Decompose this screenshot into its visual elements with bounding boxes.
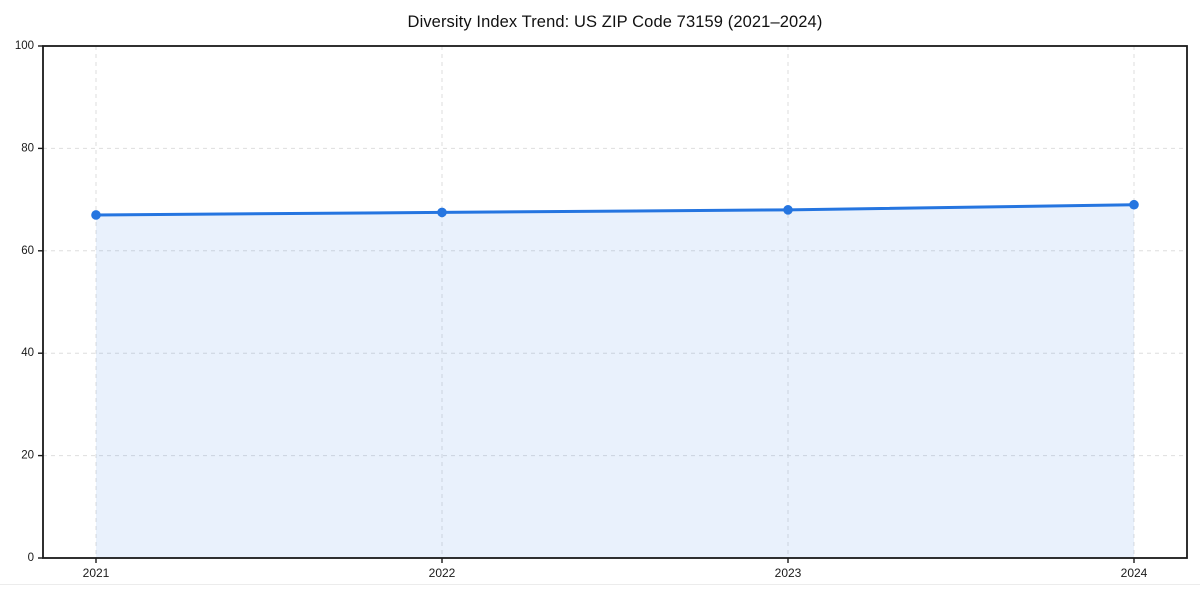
data-point-marker [783,205,793,215]
data-point-marker [91,210,101,220]
y-tick-label: 0 [28,552,34,564]
data-point-marker [1129,199,1139,210]
data-point-marker [437,207,447,218]
x-tick-label: 2024 [1121,566,1148,580]
y-tick-label: 20 [21,450,34,462]
chart-title: Diversity Index Trend: US ZIP Code 73159… [407,13,823,31]
bottom-divider [0,584,1200,585]
x-tick-label: 2023 [775,566,802,580]
y-tick-label: 80 [21,142,34,154]
plot-border [42,45,1188,559]
area-fill [96,204,1134,558]
y-tick-label: 40 [21,347,34,359]
trend-line [94,203,1136,217]
x-tick-label: 2022 [429,566,456,580]
y-tick-label: 60 [21,245,34,257]
x-tick-label: 2021 [83,566,110,580]
y-tick-label: 100 [15,40,34,52]
